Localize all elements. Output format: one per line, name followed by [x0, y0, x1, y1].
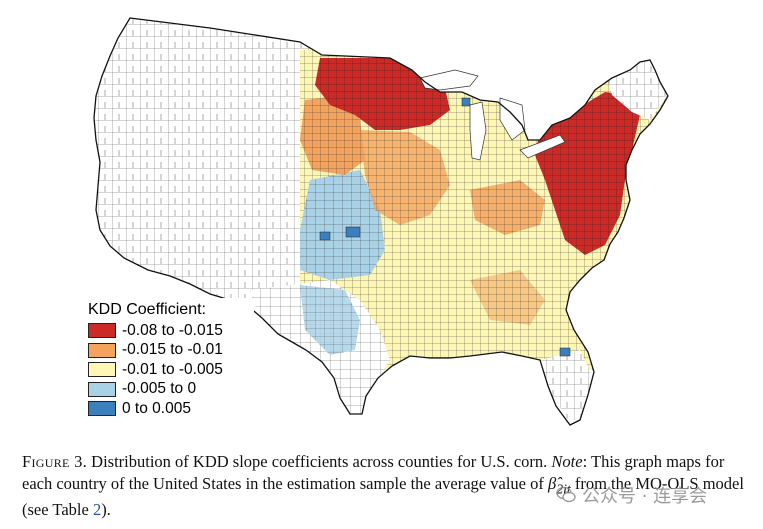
region-plains-lightblue [300, 170, 385, 280]
legend-title: KDD Coefficient: [88, 301, 206, 318]
caption-note-label: Note [551, 452, 583, 471]
legend-swatch [88, 381, 116, 397]
table-reference-link[interactable]: 2 [92, 500, 102, 520]
math-symbol: β̂ [548, 473, 557, 493]
region-ohio-orange [470, 180, 545, 235]
region-southeast-orange [470, 270, 545, 325]
legend-backdrop [84, 298, 254, 420]
watermark-text: 公众号 · 连享会 [582, 486, 708, 507]
region-darkblue-spot [345, 226, 361, 238]
watermark: 公众号 · 连享会 [556, 482, 707, 508]
region-west-unshaded [94, 18, 320, 310]
region-florida [540, 350, 594, 420]
legend-swatch [88, 362, 116, 378]
legend-label: -0.01 to -0.005 [122, 360, 223, 378]
region-darkblue-spot [559, 347, 571, 357]
lake-michigan [469, 101, 487, 161]
lake-superior [419, 69, 479, 91]
caption-text: from the MO-OLS model (see Table [22, 473, 744, 520]
figure-caption: Figure 3. Distribution of KDD slope coef… [22, 451, 744, 521]
legend-item: 0 to 0.005 [88, 399, 223, 419]
us-county-choropleth-map [84, 17, 669, 426]
legend-item: -0.005 to 0 [88, 380, 223, 400]
figure-label: Figure 3. [22, 452, 88, 471]
map-legend: KDD Coefficient: -0.08 to -0.015 -0.015 … [88, 301, 223, 419]
legend-swatch [88, 323, 116, 339]
us-outline [93, 17, 669, 426]
legend-item: -0.015 to -0.01 [88, 341, 223, 361]
legend-label: 0 to 0.005 [122, 399, 191, 417]
legend-swatch [88, 342, 116, 358]
region-northeast-red [535, 92, 640, 255]
region-texas-lightblue [300, 285, 360, 355]
wechat-icon [556, 486, 576, 503]
caption-text: : This graph maps for each country of th… [22, 452, 725, 493]
legend-item: -0.01 to -0.005 [88, 360, 223, 380]
legend-label: -0.08 to -0.015 [122, 321, 223, 339]
legend-swatch [88, 401, 116, 417]
caption-text: Distribution of KDD slope coefficients a… [91, 452, 548, 471]
lake-erie [519, 134, 566, 159]
us-county-map-figure: KDD Coefficient: -0.08 to -0.015 -0.015 … [84, 17, 669, 426]
legend-item: -0.08 to -0.015 [88, 321, 223, 341]
region-upper-midwest-red [315, 58, 450, 130]
region-midwest-orange [360, 130, 450, 225]
region-darkblue-spot [319, 231, 331, 241]
legend-label: -0.005 to 0 [122, 380, 197, 398]
region-north-plains-orange [300, 95, 365, 175]
caption-text: ). [101, 500, 111, 520]
region-darkblue-spot [461, 97, 471, 107]
legend-label: -0.015 to -0.01 [122, 341, 223, 359]
